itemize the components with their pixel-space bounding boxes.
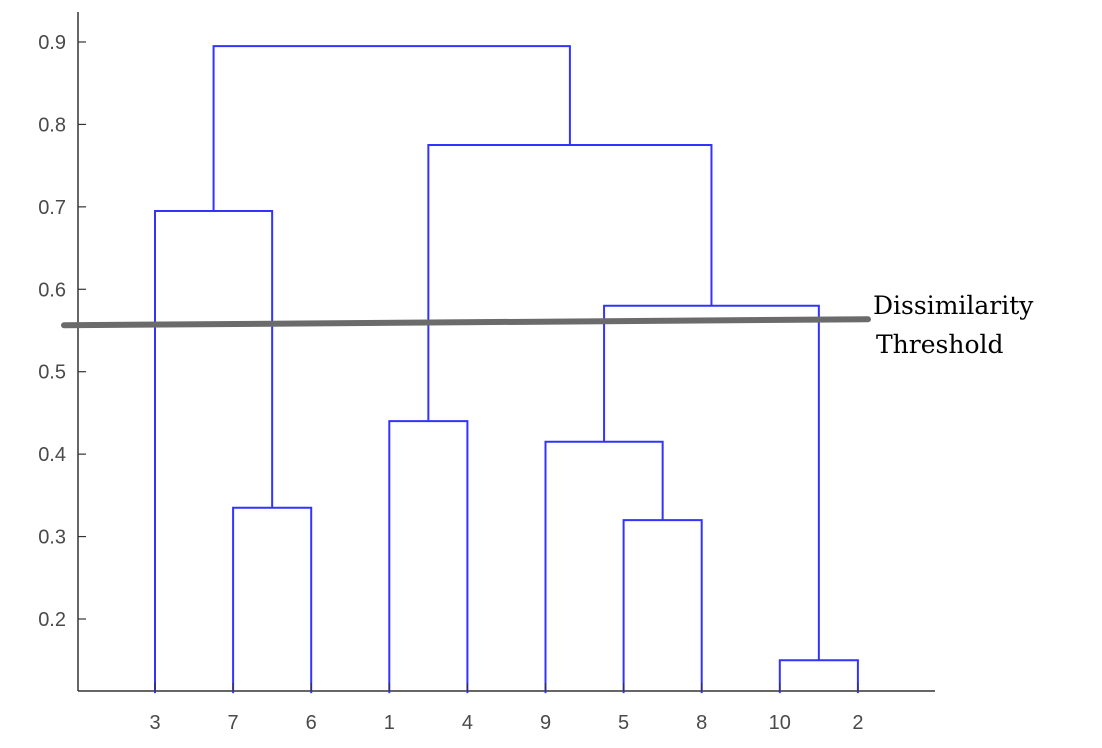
- dendrogram-link: [388, 420, 469, 694]
- threshold-label-line-2: Threshold: [876, 330, 1004, 359]
- x-leaf-label: 10: [769, 712, 791, 734]
- x-leaf-label: 8: [696, 712, 707, 734]
- threshold-label-line-1: Dissimilarity: [873, 291, 1034, 320]
- x-leaf-label: 1: [384, 712, 395, 734]
- y-tick-label: 0.4: [38, 444, 66, 466]
- y-tick-label: 0.8: [38, 114, 66, 136]
- y-tick-label: 0.5: [38, 362, 66, 384]
- dendrogram-link: [212, 45, 571, 211]
- x-leaf-label: 9: [540, 712, 551, 734]
- threshold-line: [61, 316, 871, 329]
- axes: [77, 12, 935, 692]
- x-leaf-label: 6: [306, 712, 317, 734]
- x-axis-leaf-labels: 3 7 6 1 4 9 5 8 10 2: [149, 683, 863, 734]
- threshold-label: Dissimilarity Threshold: [873, 291, 1041, 359]
- y-tick-label: 0.3: [38, 527, 66, 549]
- dendrogram-links: [154, 45, 859, 694]
- x-leaf-label: 4: [462, 712, 473, 734]
- dendrogram-link: [778, 659, 859, 694]
- x-leaf-label: 7: [228, 712, 239, 734]
- x-leaf-label: 5: [618, 712, 629, 734]
- dendrogram-link: [544, 440, 664, 694]
- dendrogram-link: [603, 304, 820, 661]
- y-axis-tick-labels: 0.2 0.3 0.4 0.5 0.6 0.7 0.8 0.9: [38, 32, 86, 631]
- dendrogram-link: [622, 519, 703, 694]
- y-tick-label: 0.6: [38, 279, 66, 301]
- x-leaf-label: 3: [149, 712, 160, 734]
- y-tick-label: 0.7: [38, 197, 66, 219]
- dendrogram-link: [154, 209, 274, 694]
- dendrogram-link: [232, 506, 313, 694]
- dendrogram-link: [427, 144, 713, 422]
- y-tick-label: 0.9: [38, 32, 66, 54]
- y-tick-label: 0.2: [38, 609, 66, 631]
- x-leaf-label: 2: [852, 712, 863, 734]
